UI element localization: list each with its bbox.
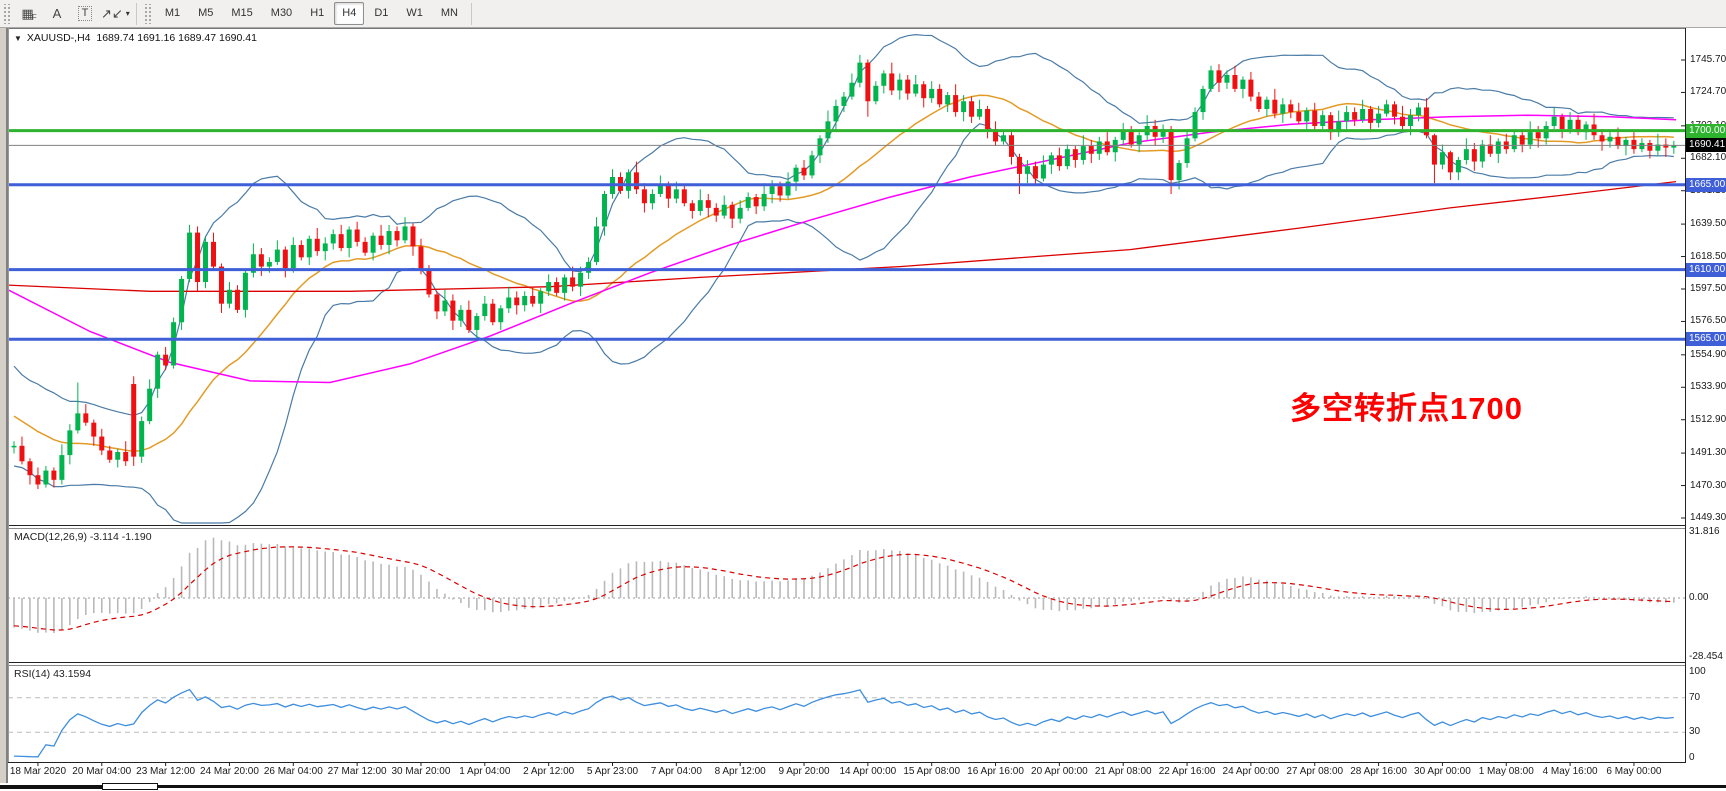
time-tick-label: 8 Apr 12:00 — [714, 766, 766, 777]
tf-button-m1[interactable]: M1 — [164, 7, 181, 19]
price-tick-label: 1597.50 — [1690, 282, 1726, 294]
scrollbar-track-right[interactable] — [158, 785, 1726, 788]
text-label-icon[interactable]: T — [72, 2, 98, 26]
price-tick-label: 1470.30 — [1690, 479, 1726, 491]
level-badge: 1610.00 — [1686, 262, 1726, 277]
time-tick-label: 27 Apr 08:00 — [1286, 766, 1344, 777]
scrollbar-track-left[interactable] — [0, 785, 102, 789]
time-tick-label: 26 Mar 04:00 — [263, 766, 323, 777]
toolbar-separator-2 — [470, 2, 472, 25]
time-tick-label: 24 Mar 20:00 — [199, 766, 259, 777]
tf-button-h4[interactable]: H4 — [334, 2, 365, 25]
symbol-period: XAUUSD-,H4 — [26, 32, 91, 44]
time-tick-label: 16 Apr 16:00 — [967, 766, 1024, 777]
current-price-badge: 1690.41 — [1686, 138, 1726, 153]
time-tick-label: 2 Apr 12:00 — [523, 766, 575, 777]
time-tick-label: 21 Apr 08:00 — [1094, 766, 1152, 777]
macd-label: MACD(12,26,9) -3.114 -1.190 — [14, 531, 152, 543]
time-tick-label: 1 Apr 04:00 — [459, 766, 511, 777]
price-tick-label: 1639.50 — [1690, 218, 1726, 230]
macd-tick-label: -28.454 — [1689, 651, 1723, 662]
rsi-tick-label: 30 — [1689, 726, 1701, 738]
price-tick-label: 1724.70 — [1690, 86, 1726, 98]
time-tick-label: 9 Apr 20:00 — [778, 766, 830, 777]
tf-button-d1[interactable]: D1 — [374, 7, 389, 19]
scrollbar-thumb[interactable] — [102, 783, 158, 790]
tf-button-m5[interactable]: M5 — [198, 7, 214, 19]
time-tick-label: 4 May 16:00 — [1542, 766, 1598, 777]
arrows-icon[interactable]: ↗↙ ▾ — [101, 5, 130, 21]
macd-tick-label: 0.00 — [1689, 592, 1709, 603]
chart-canvas[interactable] — [8, 28, 1686, 783]
symbol-info[interactable]: ▼ XAUUSD-,H4 1689.74 1691.16 1689.47 1690… — [14, 32, 257, 44]
price-tick-label: 1533.90 — [1690, 381, 1726, 393]
time-tick-label: 24 Apr 00:00 — [1222, 766, 1280, 777]
time-tick-label: 28 Apr 16:00 — [1350, 766, 1407, 777]
price-tick-label: 1745.70 — [1690, 54, 1726, 65]
price-axis: 1745.701724.701703.101682.101661.101639.… — [1686, 28, 1726, 783]
horizontal-scrollbar[interactable] — [0, 783, 1726, 791]
time-tick-label: 30 Mar 20:00 — [391, 766, 451, 777]
chart-annotation-text: 多空转折点1700 — [1290, 391, 1523, 426]
rsi-label: RSI(14) 43.1594 — [14, 668, 92, 680]
time-tick-label: 23 Mar 12:00 — [136, 766, 196, 777]
tf-button-m30[interactable]: M30 — [270, 7, 293, 19]
macd-tick-label: 31.816 — [1689, 526, 1720, 537]
time-tick-label: 15 Apr 08:00 — [903, 766, 961, 777]
time-tick-label: 27 Mar 12:00 — [327, 766, 387, 777]
time-tick-label: 6 May 00:00 — [1606, 766, 1662, 777]
level-badge: 1665.00 — [1686, 177, 1726, 192]
toolbar-separator — [135, 2, 137, 25]
price-tick-label: 1576.50 — [1690, 315, 1726, 327]
price-tick-label: 1618.50 — [1690, 250, 1726, 262]
tf-button-m15[interactable]: M15 — [231, 7, 253, 19]
time-tick-label: 30 Apr 00:00 — [1414, 766, 1471, 777]
time-tick-label: 20 Mar 04:00 — [72, 766, 132, 777]
level-badge: 1565.00 — [1686, 332, 1726, 347]
toolbar-drag-handle[interactable] — [2, 3, 11, 24]
toolbar: ▦ F A T ↗↙ ▾ M1 M5 M15 M30 H1 H4 D1 W1 MN — [0, 0, 1726, 28]
window-edge — [0, 28, 6, 791]
price-tick-label: 1682.10 — [1690, 152, 1726, 164]
price-tick-label: 1554.90 — [1690, 348, 1726, 360]
text-icon[interactable]: A — [52, 6, 62, 21]
toolbar-drag-handle-2[interactable] — [142, 3, 152, 24]
price-tick-label: 1491.30 — [1690, 447, 1726, 459]
time-tick-label: 20 Apr 00:00 — [1031, 766, 1088, 777]
time-tick-label: 5 Apr 23:00 — [586, 766, 639, 777]
time-axis: 18 Mar 2020 20 Mar 04:00 23 Mar 12:00 24 Ma… — [8, 763, 1686, 783]
time-tick-label: 22 Apr 16:00 — [1158, 766, 1216, 777]
tf-button-h1[interactable]: H1 — [310, 7, 325, 19]
time-tick-label: 1 May 08:00 — [1478, 766, 1534, 777]
price-tick-label: 1449.30 — [1690, 511, 1726, 523]
price-tick-label: 1512.90 — [1690, 413, 1726, 425]
chevron-down-icon[interactable]: ▼ — [14, 34, 22, 43]
time-tick-label: 7 Apr 04:00 — [650, 766, 702, 777]
rsi-tick-label: 70 — [1689, 691, 1701, 703]
level-badge: 1700.00 — [1686, 123, 1726, 138]
cycle-grid-icon[interactable]: ▦ F — [21, 5, 37, 23]
tf-button-w1[interactable]: W1 — [406, 7, 423, 19]
time-tick-label: 18 Mar 2020 — [9, 766, 67, 777]
rsi-tick-label: 0 — [1689, 752, 1695, 763]
rsi-tick-label: 100 — [1689, 666, 1706, 677]
ohlc-values: 1689.74 1691.16 1689.47 1690.41 — [96, 32, 257, 44]
tf-button-mn[interactable]: MN — [440, 7, 458, 19]
time-tick-label: 14 Apr 00:00 — [839, 766, 897, 777]
